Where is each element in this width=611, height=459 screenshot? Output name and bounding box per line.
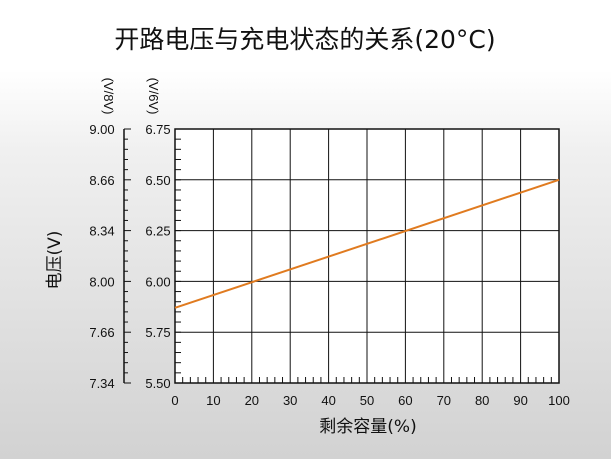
x-tick-label: 30 (283, 393, 297, 408)
y-tick-label-8v: 7.66 (89, 325, 114, 340)
axes (123, 128, 560, 384)
y-tick-label-6v: 6.50 (145, 173, 170, 188)
x-tick-label: 40 (321, 393, 335, 408)
x-axis-title: 剩余容量(%) (319, 417, 416, 437)
y-tick-label-6v: 6.25 (145, 224, 170, 239)
series-layer (174, 178, 560, 309)
y-tick-label-6v: 5.50 (145, 376, 170, 391)
x-tick-label: 60 (398, 393, 412, 408)
y-axis-title: 电压(V) (45, 231, 65, 290)
y-tick-label-8v: 8.66 (89, 173, 114, 188)
y-tick-label-6v: 5.75 (145, 325, 170, 340)
y-tick-label-8v: 9.00 (89, 122, 114, 137)
plot-frame (174, 128, 560, 384)
x-tick-label: 80 (475, 393, 489, 408)
x-tick-label: 70 (437, 393, 451, 408)
y-tick-label-6v: 6.00 (145, 274, 170, 289)
y-unit-6v: (V/6V) (146, 78, 161, 115)
y-tick-label-8v: 8.00 (89, 274, 114, 289)
x-tick-label: 20 (245, 393, 259, 408)
y-unit-8v: (V/8V) (101, 78, 116, 115)
tick-labels: 0 10 20 30 40 50 60 70 80 90 100 5.50 5.75 6.00 6.25 6.… (89, 122, 570, 408)
grid (174, 128, 560, 384)
x-tick-label: 50 (360, 393, 374, 408)
voltage-series-line (174, 178, 560, 309)
x-tick-label: 10 (206, 393, 220, 408)
y-tick-label-6v: 6.75 (145, 122, 170, 137)
y-tick-label-8v: 7.34 (89, 376, 114, 391)
x-tick-label: 90 (513, 393, 527, 408)
x-tick-label: 100 (548, 393, 570, 408)
y-tick-label-8v: 8.34 (89, 224, 114, 239)
chart-title: 开路电压与充电状态的关系(20°C) (114, 25, 495, 54)
x-tick-label: 0 (171, 393, 178, 408)
